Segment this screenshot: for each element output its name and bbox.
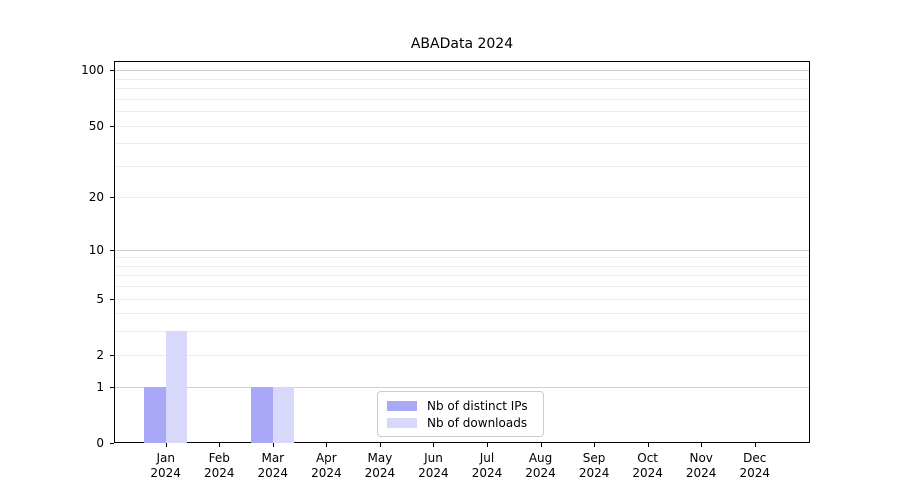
gridline-minor-60 (115, 111, 809, 113)
x-tick-mark-may (379, 443, 381, 447)
y-tick-mark-0 (110, 443, 114, 445)
legend-label-distinct-ips: Nb of distinct IPs (427, 398, 528, 413)
x-tick-mark-dec (754, 443, 756, 447)
x-tick-label-apr: Apr 2024 (311, 451, 342, 480)
y-tick-label-100: 100 (81, 63, 104, 78)
y-tick-label-2: 2 (96, 347, 104, 362)
legend-label-downloads: Nb of downloads (427, 415, 528, 430)
y-tick-mark-2 (110, 354, 114, 356)
y-tick-mark-10 (110, 249, 114, 251)
gridline-minor-80 (115, 88, 809, 90)
legend-swatch-distinct-ips (387, 400, 417, 411)
y-tick-mark-1 (110, 387, 114, 389)
y-tick-mark-5 (110, 298, 114, 300)
gridline-major-1 (115, 387, 809, 389)
y-tick-label-20: 20 (88, 190, 104, 205)
x-tick-label-oct: Oct 2024 (632, 451, 663, 480)
y-tick-mark-50 (110, 125, 114, 127)
x-tick-mark-aug (540, 443, 542, 447)
x-tick-mark-feb (219, 443, 221, 447)
y-tick-label-0: 0 (96, 436, 104, 451)
gridline-minor-30 (115, 165, 809, 167)
gridline-major-10 (115, 249, 809, 251)
gridline-minor-50 (115, 125, 809, 127)
x-tick-mark-sep (594, 443, 596, 447)
gridline-minor-2 (115, 354, 809, 356)
chart-title: ABAData 2024 (410, 36, 514, 52)
legend-item-downloads: Nb of downloads (387, 414, 534, 431)
x-tick-mark-apr (326, 443, 328, 447)
x-tick-mark-oct (647, 443, 649, 447)
x-tick-label-jan: Jan 2024 (150, 451, 181, 480)
bar-downloads-mar (272, 387, 295, 444)
x-tick-label-jul: Jul 2024 (471, 451, 503, 480)
x-tick-label-jun: Jun 2024 (418, 451, 449, 480)
x-tick-label-feb: Feb 2024 (203, 451, 235, 480)
x-tick-label-sep: Sep 2024 (578, 451, 610, 480)
x-tick-label-mar: Mar 2024 (257, 451, 289, 480)
x-tick-mark-nov (701, 443, 703, 447)
y-tick-label-10: 10 (88, 242, 104, 257)
x-tick-label-may: May 2024 (364, 451, 396, 480)
x-tick-mark-jun (433, 443, 435, 447)
gridline-major-100 (115, 70, 809, 72)
legend-item-distinct-ips: Nb of distinct IPs (387, 397, 534, 414)
legend: Nb of distinct IPs Nb of downloads (377, 391, 544, 437)
y-tick-label-5: 5 (96, 291, 104, 306)
x-tick-mark-mar (272, 443, 274, 447)
gridline-minor-3 (115, 331, 809, 333)
x-tick-mark-jul (487, 443, 488, 447)
gridline-minor-9 (115, 257, 809, 259)
bar-distinct-ips-mar (251, 387, 273, 444)
gridline-minor-90 (115, 78, 809, 80)
x-tick-mark-jan (165, 443, 167, 447)
bar-distinct-ips-jan (144, 387, 166, 444)
y-tick-mark-100 (110, 70, 114, 72)
legend-swatch-downloads (387, 417, 417, 428)
gridline-minor-8 (115, 265, 809, 267)
x-tick-label-nov: Nov 2024 (685, 451, 717, 480)
gridline-minor-7 (115, 275, 809, 277)
gridline-minor-70 (115, 98, 809, 100)
gridline-minor-6 (115, 286, 809, 288)
bar-downloads-jan (165, 331, 188, 444)
y-tick-label-50: 50 (88, 118, 104, 133)
gridline-minor-5 (115, 298, 809, 300)
y-tick-label-1: 1 (96, 380, 104, 395)
gridline-minor-20 (115, 197, 809, 199)
plot-area (114, 61, 810, 444)
gridline-minor-40 (115, 143, 809, 145)
gridline-minor-4 (115, 313, 809, 315)
x-tick-label-aug: Aug 2024 (525, 451, 556, 480)
y-tick-mark-20 (110, 197, 114, 199)
x-tick-label-dec: Dec 2024 (739, 451, 771, 480)
